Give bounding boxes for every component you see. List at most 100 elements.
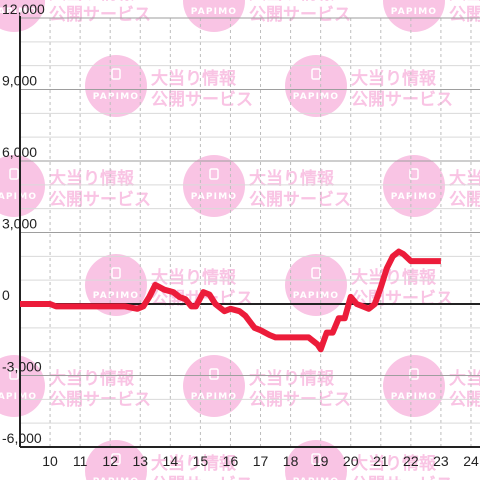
watermark-logo-icon — [409, 368, 419, 380]
x-tick-label: 23 — [433, 453, 449, 469]
watermark-line1: 大当り情報 — [249, 0, 335, 4]
y-tick-label: 3,000 — [2, 216, 37, 232]
x-tick-label: 13 — [132, 453, 148, 469]
x-tick-label: 16 — [223, 453, 239, 469]
x-tick-label: 19 — [313, 453, 329, 469]
grid-lines — [20, 17, 480, 448]
watermark-logo-text: PAPIMO — [391, 7, 438, 17]
watermark-line2: 公開サービス — [151, 90, 253, 110]
x-tick-label: 11 — [73, 453, 88, 469]
y-tick-label: -6,000 — [2, 430, 42, 446]
watermark-line1: 大当り情報 — [249, 168, 335, 189]
watermark-logo-circle — [383, 0, 445, 32]
watermark-logo-text: PAPIMO — [93, 92, 140, 102]
watermark-line2: 公開サービス — [249, 5, 351, 25]
watermark-logo-icon — [209, 168, 219, 180]
watermark-logo-circle — [285, 254, 347, 316]
x-tick-label: 10 — [42, 453, 58, 469]
watermark-logo-text: PAPIMO — [191, 7, 238, 17]
watermark-line1: 大当り情報 — [351, 267, 437, 288]
watermark-line1: 大当り情報 — [449, 168, 480, 189]
watermark-line2: 公開サービス — [49, 390, 151, 410]
watermark-logo-text: PAPIMO — [0, 392, 37, 402]
y-tick-label: 0 — [2, 287, 10, 303]
watermark-logo-circle — [0, 355, 45, 417]
watermark-logo-circle — [183, 155, 245, 217]
x-tick-label: 14 — [163, 453, 179, 469]
watermark-line1: 大当り情報 — [49, 168, 135, 189]
watermark-line1: 大当り情報 — [249, 368, 335, 389]
watermark-logo-text: PAPIMO — [293, 92, 340, 102]
watermark-logo-icon — [9, 168, 19, 180]
watermark-line1: 大当り情報 — [151, 68, 237, 89]
watermark-logo-text: PAPIMO — [93, 477, 140, 480]
watermark-logo-icon — [311, 68, 321, 80]
watermark-logo-circle — [183, 0, 245, 32]
watermark-logo-circle — [285, 55, 347, 117]
watermark-logo-circle — [285, 440, 347, 480]
watermark-logo-icon — [111, 267, 121, 279]
watermark-line1: 大当り情報 — [151, 267, 237, 288]
x-tick-label: 21 — [373, 453, 389, 469]
series-line — [20, 248, 441, 353]
watermark-logo-icon — [9, 368, 19, 380]
watermark-line2: 公開サービス — [49, 5, 151, 25]
x-tick-label: 24 — [463, 453, 479, 469]
watermark-logo-icon — [311, 267, 321, 279]
watermark-line2: 公開サービス — [351, 475, 453, 480]
watermark-logo-circle — [183, 355, 245, 417]
watermark-logo-circle — [383, 355, 445, 417]
x-tick-label: 22 — [403, 453, 419, 469]
watermark-line1: 大当り情報 — [351, 68, 437, 89]
x-tick-label: 17 — [253, 453, 269, 469]
watermark-logo-circle — [0, 155, 45, 217]
y-tick-label: 9,000 — [2, 73, 37, 89]
watermark-line2: 公開サービス — [249, 390, 351, 410]
watermark-logo-icon — [111, 453, 121, 465]
watermark-line2: 公開サービス — [49, 190, 151, 210]
x-tick-label: 18 — [283, 453, 299, 469]
watermark-logo-text: PAPIMO — [391, 192, 438, 202]
watermark-logo-text: PAPIMO — [391, 392, 438, 402]
y-tick-label: 12,000 — [2, 1, 45, 17]
watermark-line2: 公開サービス — [151, 475, 253, 480]
watermark-logo-icon — [311, 453, 321, 465]
watermark-logo-circle — [85, 55, 147, 117]
watermark-line2: 公開サービス — [351, 90, 453, 110]
watermark-logo-circle — [383, 155, 445, 217]
watermark-line2: 公開サービス — [249, 190, 351, 210]
watermark-logo-text: PAPIMO — [293, 291, 340, 301]
watermark-logo-circle — [85, 254, 147, 316]
watermark-line2: 公開サービス — [449, 190, 480, 210]
watermark-line1: 大当り情報 — [449, 368, 480, 389]
watermark-logo-text: PAPIMO — [0, 192, 37, 202]
watermark-line2: 公開サービス — [449, 390, 480, 410]
x-tick-label: 15 — [193, 453, 209, 469]
watermark-line1: 大当り情報 — [449, 0, 480, 4]
x-tick-label: 20 — [343, 453, 359, 469]
watermark-logo-icon — [209, 368, 219, 380]
y-tick-label: 6,000 — [2, 144, 37, 160]
watermark-logo-text: PAPIMO — [191, 192, 238, 202]
watermark-line1: 大当り情報 — [49, 368, 135, 389]
watermark-logo-circle — [85, 440, 147, 480]
watermark-logo-circle — [0, 0, 45, 32]
watermark-logo-icon — [111, 68, 121, 80]
watermark-line1: 大当り情報 — [151, 453, 237, 474]
watermark-logo-text: PAPIMO — [191, 392, 238, 402]
